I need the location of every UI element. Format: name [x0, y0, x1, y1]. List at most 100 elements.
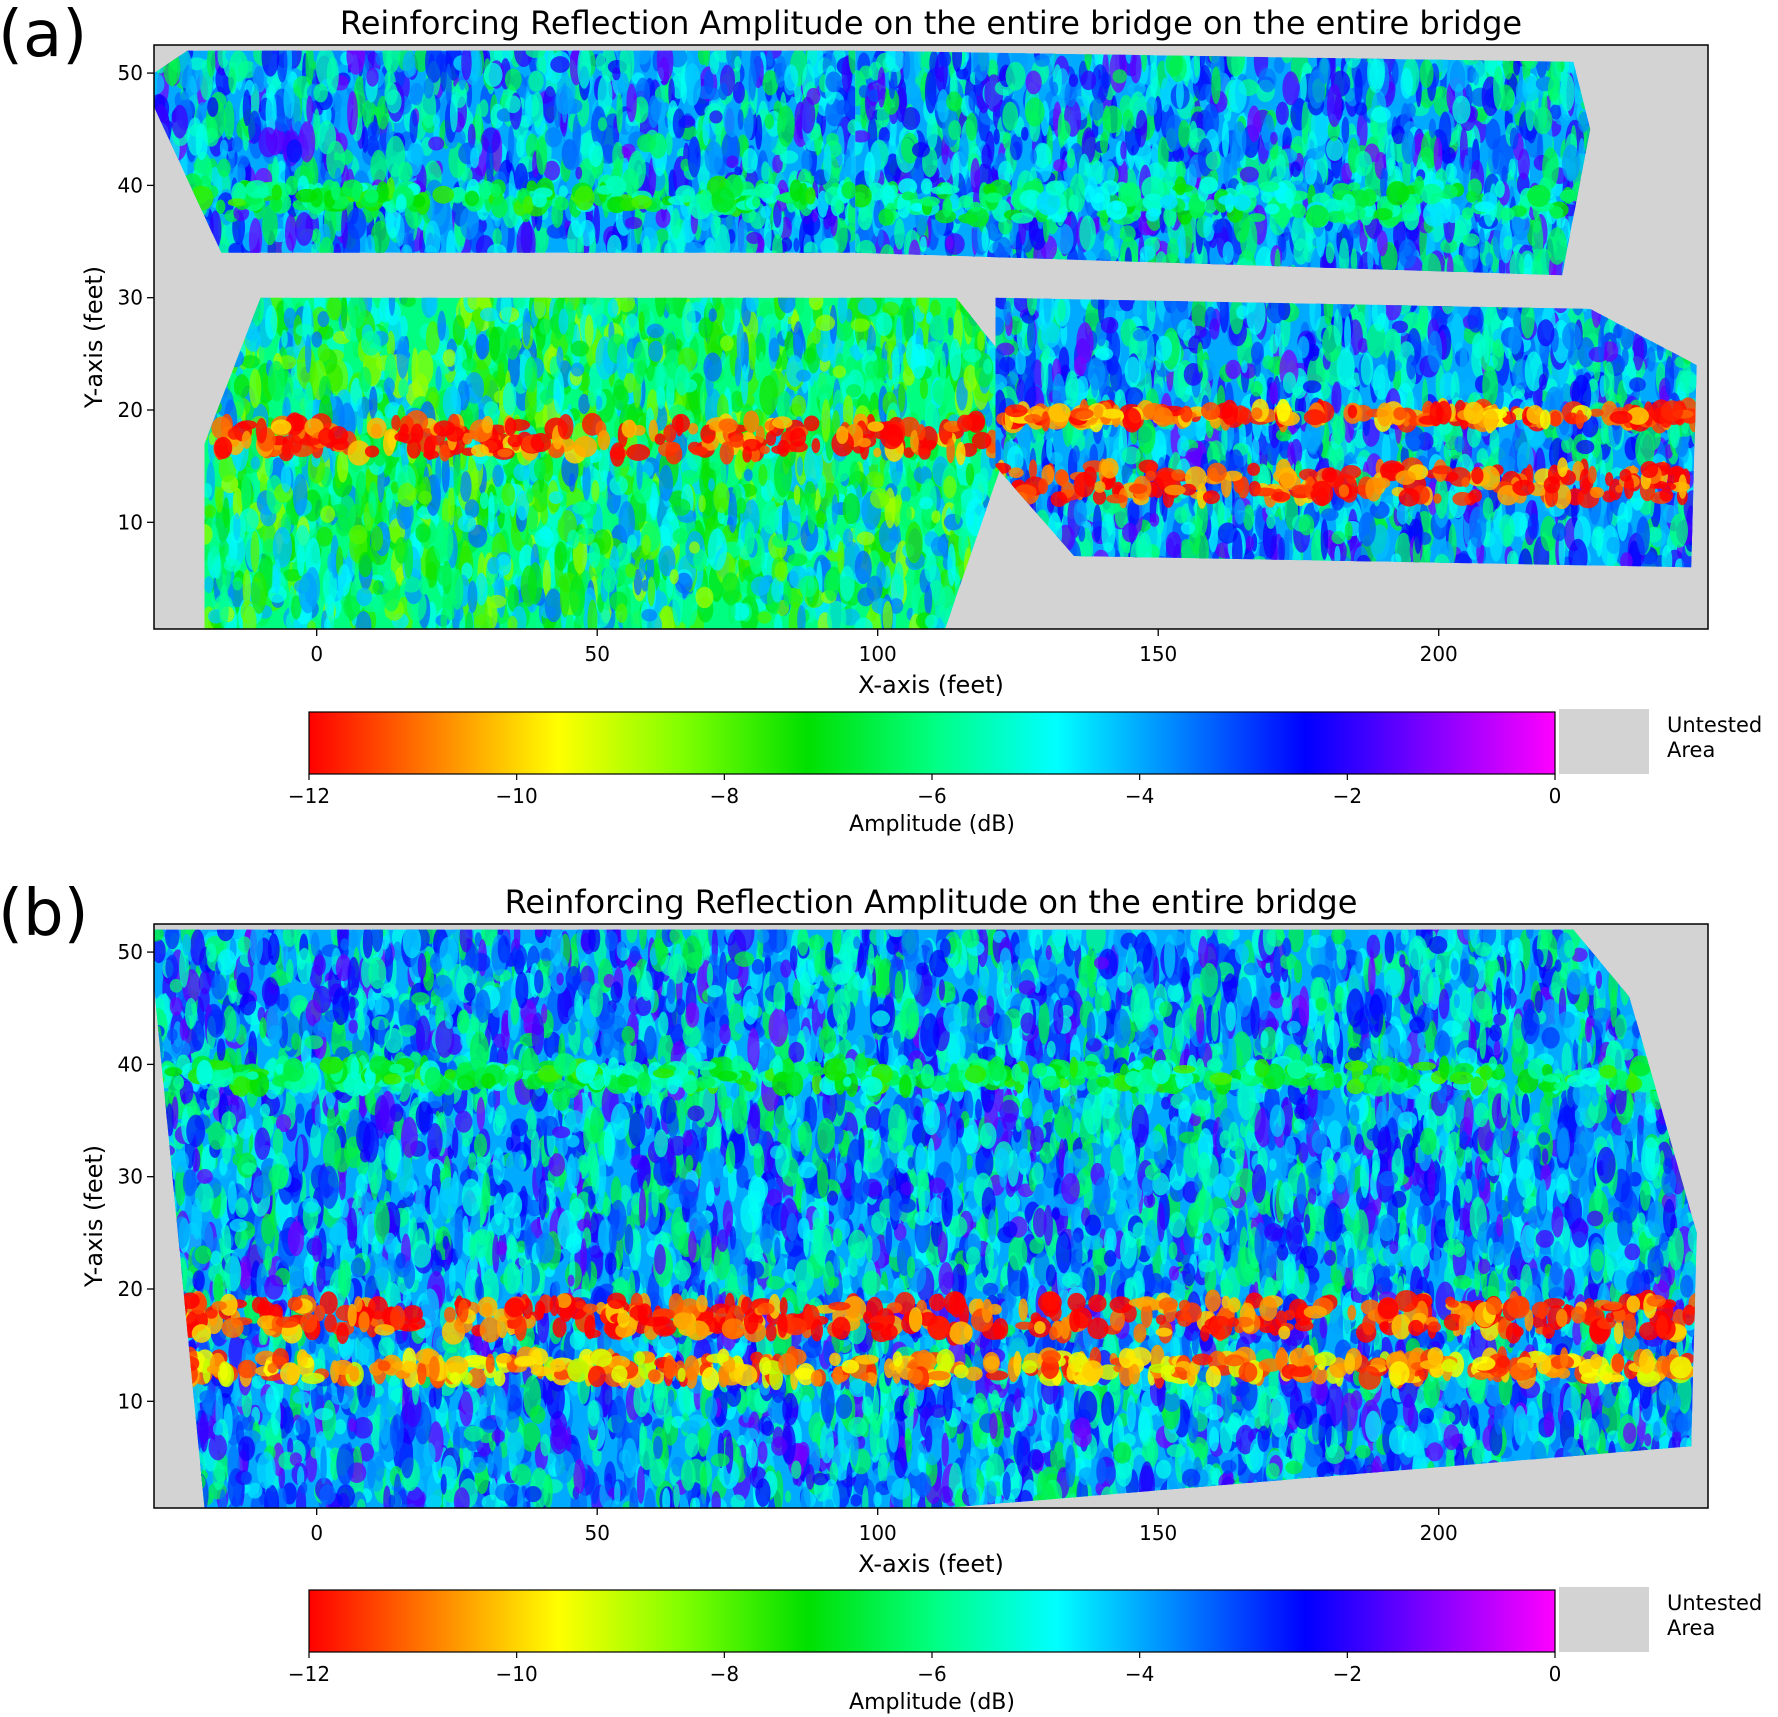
amplitude-blob	[1165, 114, 1184, 152]
amplitude-blob	[1025, 70, 1042, 95]
amplitude-blob	[766, 50, 774, 67]
band-blob	[910, 202, 923, 212]
amplitude-blob	[561, 82, 568, 124]
amplitude-blob	[1089, 98, 1104, 121]
amplitude-blob	[217, 158, 231, 178]
band-blob	[227, 198, 247, 207]
amplitude-blob	[894, 218, 905, 250]
band-blob	[789, 179, 803, 202]
amplitude-blob	[286, 139, 303, 163]
amplitude-blob	[748, 61, 757, 102]
amplitude-blob	[986, 59, 999, 80]
band-blob	[295, 188, 318, 203]
amplitude-blob	[1189, 120, 1198, 149]
amplitude-blob	[459, 471, 472, 502]
amplitude-blob	[737, 109, 744, 130]
amplitude-blob	[326, 56, 339, 94]
amplitude-blob	[366, 67, 379, 87]
amplitude-blob	[943, 475, 957, 499]
amplitude-blob	[656, 50, 674, 83]
amplitude-blob	[452, 314, 465, 346]
amplitude-blob	[748, 332, 757, 370]
amplitude-blob	[718, 82, 728, 101]
amplitude-blob	[743, 468, 753, 482]
amplitude-blob	[783, 580, 792, 607]
band-blob	[919, 196, 940, 207]
amplitude-blob	[362, 99, 375, 128]
amplitude-blob	[1326, 137, 1344, 161]
amplitude-blob	[248, 217, 262, 253]
band-blob	[841, 181, 856, 199]
band-blob	[1291, 203, 1307, 219]
band-blob	[1259, 181, 1280, 192]
amplitude-blob	[534, 528, 555, 548]
amplitude-blob	[591, 480, 600, 503]
amplitude-blob	[1578, 137, 1586, 173]
amplitude-blob	[977, 330, 985, 351]
band-blob	[554, 196, 569, 211]
amplitude-blob	[1549, 104, 1562, 120]
band-blob	[1142, 193, 1165, 211]
amplitude-blob	[815, 372, 833, 404]
amplitude-blob	[1005, 61, 1026, 91]
amplitude-blob	[248, 110, 262, 144]
amplitude-blob	[885, 50, 905, 73]
amplitude-blob	[276, 50, 288, 83]
band-blob	[490, 183, 502, 198]
band-blob	[675, 185, 696, 203]
amplitude-blob	[1371, 106, 1391, 123]
amplitude-blob	[1222, 241, 1234, 264]
amplitude-blob	[772, 234, 783, 253]
amplitude-blob	[733, 81, 745, 104]
amplitude-blob	[958, 133, 969, 168]
amplitude-blob	[919, 236, 927, 252]
amplitude-blob	[398, 378, 409, 398]
amplitude-blob	[952, 152, 960, 192]
band-blob	[631, 195, 653, 210]
band-blob	[868, 182, 885, 201]
amplitude-blob	[1329, 50, 1336, 85]
amplitude-blob	[1400, 67, 1413, 99]
amplitude-blob	[305, 50, 314, 86]
amplitude-blob	[1533, 106, 1553, 135]
amplitude-blob	[1493, 65, 1504, 110]
band-blob	[522, 195, 534, 214]
band-blob	[898, 178, 918, 196]
band-blob	[1527, 184, 1551, 208]
amplitude-blob	[207, 97, 219, 117]
amplitude-blob	[236, 164, 246, 185]
amplitude-blob	[219, 539, 229, 559]
amplitude-blob	[857, 587, 875, 607]
band-blob	[1550, 206, 1564, 219]
amplitude-blob	[952, 50, 963, 72]
amplitude-blob	[435, 365, 442, 391]
band-blob	[1204, 199, 1217, 214]
amplitude-blob	[514, 162, 528, 193]
amplitude-blob	[222, 497, 230, 529]
amplitude-blob	[1448, 57, 1468, 93]
amplitude-blob	[671, 498, 691, 516]
amplitude-blob	[981, 226, 989, 252]
amplitude-blob	[432, 114, 441, 127]
band-blob	[984, 192, 1003, 203]
amplitude-blob	[356, 404, 364, 436]
amplitude-blob	[423, 77, 434, 99]
amplitude-blob	[486, 144, 494, 187]
amplitude-blob	[475, 235, 495, 253]
amplitude-blob	[1247, 105, 1261, 143]
amplitude-blob	[1325, 242, 1335, 264]
amplitude-blob	[1492, 138, 1500, 170]
amplitude-blob	[508, 124, 515, 164]
amplitude-blob	[1341, 162, 1352, 184]
amplitude-blob	[584, 314, 594, 348]
amplitude-blob	[857, 297, 877, 316]
band-blob	[805, 187, 816, 205]
band-blob	[1500, 207, 1515, 221]
amplitude-blob	[1112, 69, 1127, 84]
amplitude-blob	[633, 50, 651, 65]
amplitude-blob	[1211, 66, 1221, 105]
amplitude-blob	[929, 314, 949, 341]
amplitude-blob	[1205, 151, 1222, 170]
band-blob	[1123, 195, 1133, 204]
amplitude-blob	[777, 105, 795, 147]
